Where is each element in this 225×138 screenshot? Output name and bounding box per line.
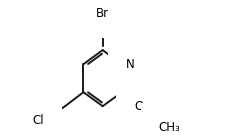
Text: O: O xyxy=(134,100,143,113)
Text: Cl: Cl xyxy=(32,114,44,127)
Text: N: N xyxy=(125,58,134,71)
Text: CH₃: CH₃ xyxy=(158,121,179,134)
Text: Br: Br xyxy=(96,7,109,20)
